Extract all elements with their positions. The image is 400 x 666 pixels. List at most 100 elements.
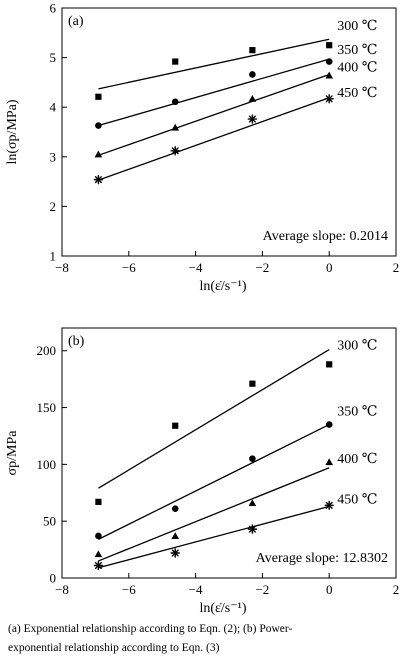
data-point-star-stroke (171, 147, 179, 155)
y-tick-label: 3 (50, 149, 57, 164)
x-axis-title: ln(ε̇/s⁻¹) (199, 279, 246, 294)
plot-frame (61, 7, 397, 257)
data-point-star-stroke (171, 549, 179, 557)
series-square: 300 ℃ (95, 19, 377, 100)
y-tick-label: 6 (50, 1, 57, 16)
series-triangle: 400 ℃ (94, 60, 377, 158)
data-point-circle (325, 58, 333, 65)
data-point-star (324, 500, 334, 510)
panel-label: (b) (68, 334, 85, 349)
data-point-triangle (171, 532, 180, 539)
x-tick-label: −2 (255, 260, 269, 275)
series-square: 300 ℃ (95, 339, 377, 505)
y-tick-label: 1 (50, 249, 57, 264)
data-point-square (172, 58, 179, 65)
data-point-circle (95, 532, 102, 540)
data-point-star (324, 94, 334, 104)
data-point-circle (325, 421, 333, 428)
x-tick-label: −4 (189, 582, 203, 597)
x-tick-label: 0 (326, 582, 333, 597)
series-star: 450 ℃ (93, 86, 377, 185)
series-label: 400 ℃ (337, 452, 377, 467)
series-circle: 350 ℃ (95, 43, 377, 129)
data-point-star (170, 548, 180, 558)
series-label: 400 ℃ (337, 60, 377, 75)
data-point-star (170, 146, 180, 156)
data-point-square (95, 498, 102, 505)
y-tick-label: 4 (50, 100, 57, 115)
fit-line (98, 38, 330, 90)
x-tick-label: 2 (393, 260, 400, 275)
series-triangle: 400 ℃ (94, 452, 377, 562)
data-point-square (249, 380, 256, 387)
x-tick-label: −8 (55, 260, 69, 275)
series-label: 300 ℃ (337, 339, 377, 354)
chart-panel-a: −8 −6 −4 −2 0 2 1 2 3 4 5 6 ln(ε̇/s⁻¹) ln(σp/MPa) (a) A… (5, 1, 399, 295)
caption-line-2: exponential relationship according to Eq… (8, 642, 220, 654)
data-point-star-stroke (325, 501, 333, 509)
series-label: 350 ℃ (337, 43, 377, 58)
y-tick-label: 5 (50, 50, 57, 65)
data-point-triangle (94, 550, 103, 558)
data-point-triangle (325, 71, 333, 79)
caption-line-1: (a) Exponential relationship according t… (8, 623, 293, 635)
data-point-star-stroke (325, 95, 333, 103)
data-point-circle (249, 71, 256, 78)
chart-panel-b: −8 −6 −4 −2 0 2 0 50 100 150 200 ln(ε̇/s⁻¹) σp/MPa (b… (5, 327, 400, 616)
average-slope-annotation: Average slope: 0.2014 (263, 229, 388, 244)
y-tick-label: 100 (37, 457, 57, 472)
fit-line (98, 424, 330, 540)
data-point-star (93, 174, 104, 185)
data-point-triangle (248, 499, 257, 507)
series-label: 450 ℃ (337, 86, 377, 101)
x-tick-label: −2 (255, 582, 269, 597)
data-point-star-stroke (248, 115, 256, 123)
series-label: 300 ℃ (337, 19, 377, 34)
average-slope-annotation: Average slope: 12.8302 (256, 551, 388, 566)
y-axis-title: σp/MPa (5, 430, 20, 476)
x-tick-label: −8 (55, 582, 69, 597)
data-point-star (93, 560, 104, 571)
data-point-star-stroke (94, 176, 102, 184)
data-point-square (95, 93, 102, 100)
data-point-triangle (325, 458, 333, 466)
series-label: 450 ℃ (337, 492, 377, 507)
data-point-circle (171, 98, 179, 106)
series-star: 450 ℃ (93, 492, 377, 571)
data-point-star-stroke (248, 525, 256, 533)
plot-frame (61, 327, 397, 579)
data-point-square (326, 42, 333, 49)
x-tick-label: −6 (122, 260, 136, 275)
fit-line (98, 58, 330, 127)
y-tick-label: 150 (37, 400, 57, 415)
series-label: 350 ℃ (337, 405, 377, 420)
y-tick-label: 2 (50, 199, 57, 214)
data-point-triangle (248, 94, 257, 102)
panel-label: (a) (68, 14, 84, 29)
figure-caption: (a) Exponential relationship according t… (8, 620, 396, 658)
x-tick-label: 0 (326, 260, 333, 275)
data-point-circle (171, 505, 179, 512)
fit-line (98, 349, 330, 489)
data-point-triangle (94, 150, 103, 158)
y-tick-label: 50 (43, 514, 56, 529)
x-axis-title: ln(ε̇/s⁻¹) (199, 601, 246, 616)
y-axis-title: ln(σp/MPa) (5, 99, 20, 164)
x-tick-label: −4 (189, 260, 203, 275)
y-tick-label: 0 (50, 571, 57, 586)
fit-line (98, 505, 330, 569)
data-point-circle (95, 122, 102, 129)
data-point-square (249, 47, 256, 54)
fit-line (98, 97, 330, 181)
x-tick-label: 2 (393, 582, 400, 597)
data-point-star (247, 524, 258, 534)
data-point-star (247, 114, 258, 124)
data-point-triangle (171, 123, 180, 131)
data-point-star-stroke (94, 561, 102, 570)
data-point-square (172, 422, 179, 429)
data-point-circle (249, 455, 256, 462)
fit-line (98, 73, 330, 156)
y-tick-label: 200 (37, 343, 57, 358)
fit-line (98, 467, 330, 562)
